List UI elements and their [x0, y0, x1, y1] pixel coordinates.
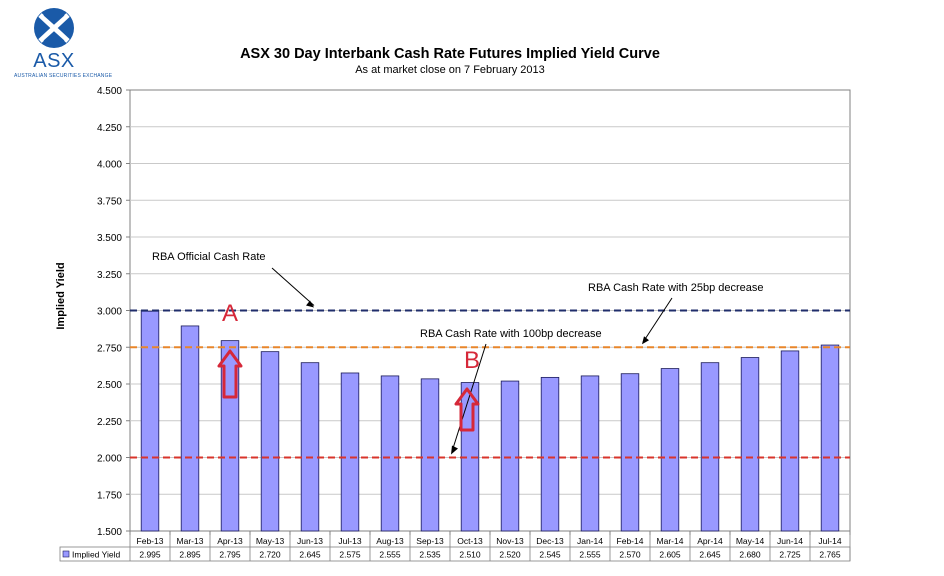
data-label: 2.995	[139, 550, 161, 560]
callout-arrowhead	[642, 336, 649, 345]
bar	[220, 340, 240, 532]
bar	[740, 357, 760, 532]
x-tick-label: Mar-14	[657, 536, 684, 546]
x-tick-label: May-13	[256, 536, 285, 546]
x-tick-label: Oct-13	[457, 536, 483, 546]
y-tick-label: 1.750	[97, 490, 122, 501]
annotation-a: A	[222, 300, 238, 327]
callout-arrowhead	[451, 445, 458, 455]
legend-key	[62, 550, 70, 558]
y-tick-label: 3.750	[97, 196, 122, 207]
x-tick-label: Jan-14	[577, 536, 603, 546]
x-tick-label: Aug-13	[376, 536, 404, 546]
bar	[300, 362, 320, 532]
y-tick-label: 2.500	[97, 380, 122, 391]
annotation-b: B	[464, 347, 480, 374]
y-tick-label: 1.500	[97, 527, 122, 538]
data-label: 2.520	[499, 550, 521, 560]
callout-arrowhead	[306, 300, 314, 308]
x-tick-label: Jul-13	[338, 536, 361, 546]
logo-wordmark: ASX	[33, 50, 75, 72]
data-label: 2.720	[259, 550, 281, 560]
x-tick-label: Dec-13	[536, 536, 564, 546]
bar	[820, 344, 840, 532]
callout-arrow	[271, 267, 315, 306]
data-label: 2.510	[459, 550, 481, 560]
data-label: 2.725	[779, 550, 801, 560]
chart-subtitle: As at market close on 7 February 2013	[355, 64, 545, 76]
data-label: 2.645	[299, 550, 321, 560]
data-label: 2.645	[699, 550, 721, 560]
data-label: 2.680	[739, 550, 761, 560]
data-label: 2.795	[219, 550, 241, 560]
bar	[540, 376, 560, 532]
callout-arrow	[451, 343, 487, 452]
data-label: 2.765	[819, 550, 841, 560]
chart-title: ASX 30 Day Interbank Cash Rate Futures I…	[240, 46, 660, 62]
x-tick-label: May-14	[736, 536, 765, 546]
y-tick-label: 4.000	[97, 160, 122, 171]
bar	[140, 310, 160, 532]
x-tick-label: Sep-13	[416, 536, 444, 546]
x-tick-label: Nov-13	[496, 536, 524, 546]
callout-25bp: RBA Cash Rate with 25bp decrease	[588, 282, 764, 294]
x-tick-label: Mar-13	[177, 536, 204, 546]
data-label: 2.605	[659, 550, 681, 560]
callout-arrow	[642, 297, 673, 343]
y-tick-label: 3.000	[97, 307, 122, 318]
up-arrow-icon	[454, 387, 480, 432]
asx-x-icon	[34, 8, 74, 48]
bar	[780, 350, 800, 532]
up-arrow-icon	[217, 349, 243, 399]
y-tick-label: 4.500	[97, 86, 122, 97]
bar	[340, 372, 360, 532]
callout-official-cash-rate: RBA Official Cash Rate	[152, 251, 266, 263]
x-tick-label: Apr-13	[217, 536, 243, 546]
data-label: 2.555	[579, 550, 601, 560]
bar	[620, 373, 640, 532]
x-tick-label: Feb-13	[137, 536, 164, 546]
y-tick-label: 2.750	[97, 343, 122, 354]
bar	[260, 351, 280, 532]
y-tick-label: 4.250	[97, 123, 122, 134]
bar	[500, 380, 520, 532]
y-axis-label: Implied Yield	[55, 262, 67, 329]
x-tick-label: Jul-14	[818, 536, 841, 546]
y-tick-label: 2.250	[97, 417, 122, 428]
y-tick-label: 2.000	[97, 454, 122, 465]
data-label: 2.545	[539, 550, 561, 560]
data-label: 2.555	[379, 550, 401, 560]
bar	[700, 362, 720, 532]
data-label: 2.575	[339, 550, 361, 560]
data-label: 2.570	[619, 550, 641, 560]
bar	[580, 375, 600, 532]
data-label: 2.895	[179, 550, 201, 560]
y-tick-label: 3.500	[97, 233, 122, 244]
bar	[420, 378, 440, 532]
y-tick-label: 3.250	[97, 270, 122, 281]
x-tick-label: Jun-13	[297, 536, 323, 546]
logo-tagline: AUSTRALIAN SECURITIES EXCHANGE	[14, 73, 113, 79]
callout-100bp: RBA Cash Rate with 100bp decrease	[420, 328, 602, 340]
bar	[380, 375, 400, 532]
bar	[180, 325, 200, 532]
x-tick-label: Apr-14	[697, 536, 723, 546]
data-label: 2.535	[419, 550, 441, 560]
x-tick-label: Jun-14	[777, 536, 803, 546]
bar	[660, 368, 680, 532]
asx-logo: ASX AUSTRALIAN SECURITIES EXCHANGE	[14, 6, 113, 82]
legend-label: Implied Yield	[72, 550, 120, 560]
x-tick-label: Feb-14	[617, 536, 644, 546]
